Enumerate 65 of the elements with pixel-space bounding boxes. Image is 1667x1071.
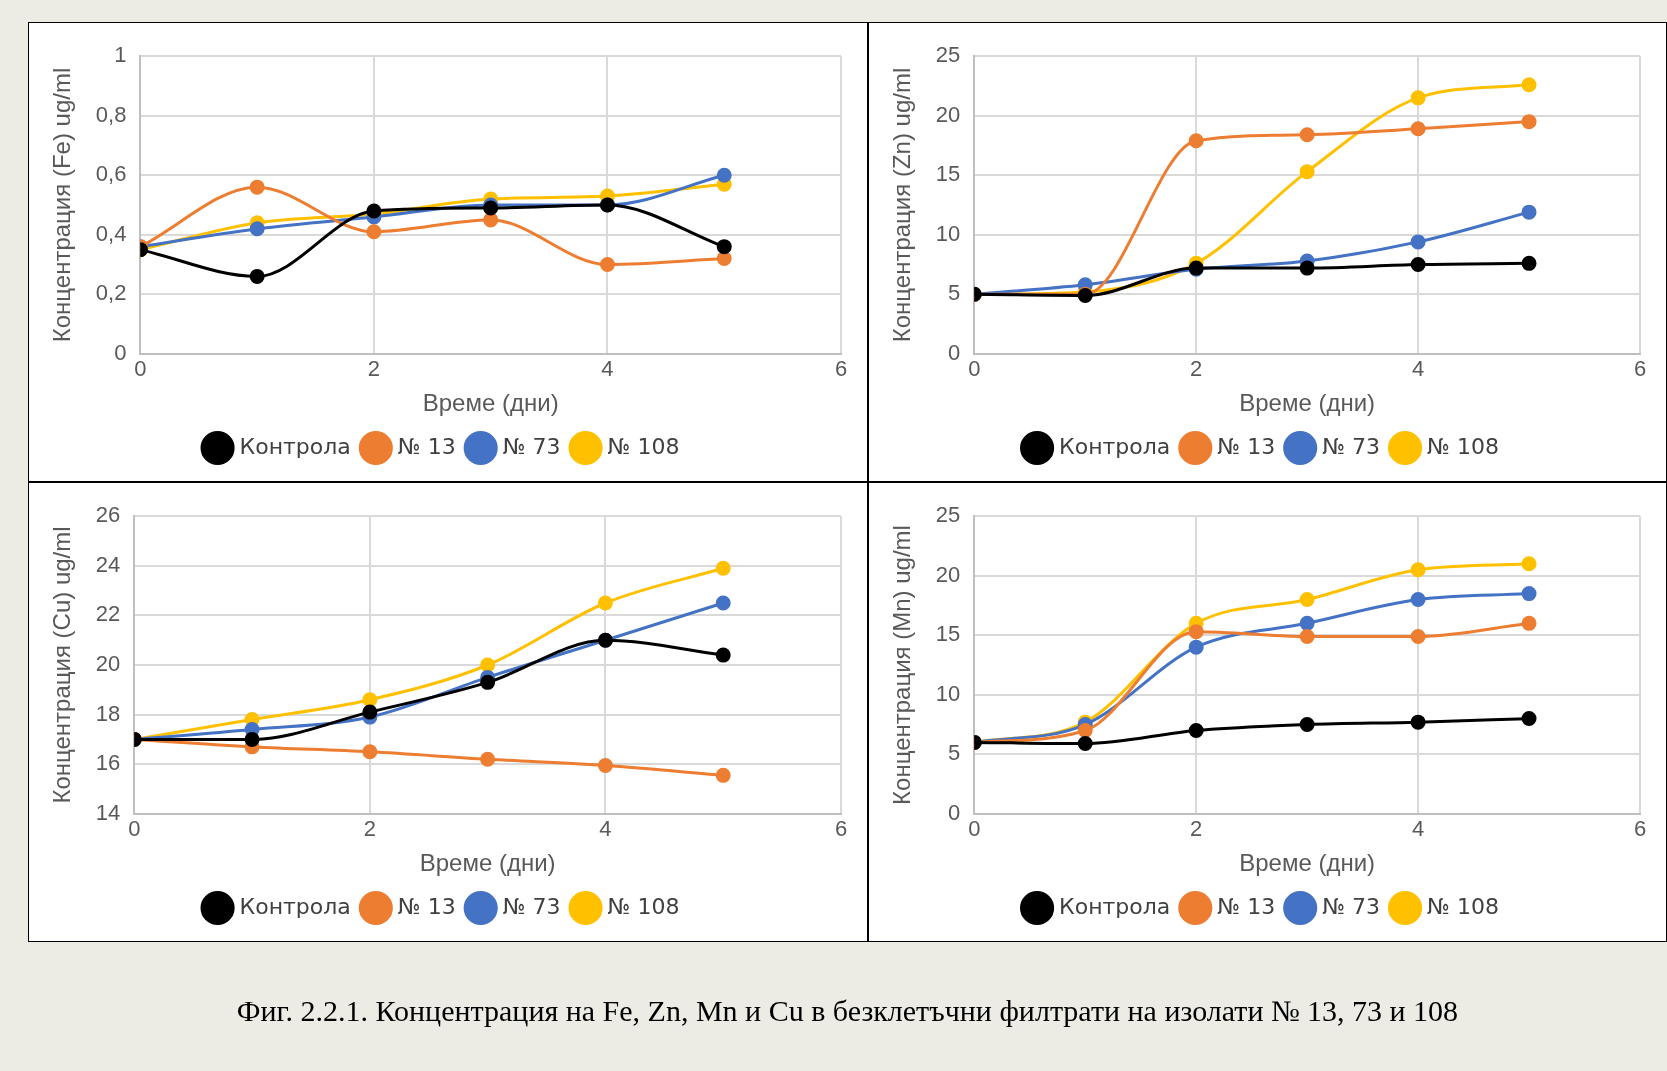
x-axis-title: Време (дни) (1239, 389, 1376, 417)
y-tick-label: 0,8 (95, 101, 127, 127)
y-tick-label: 18 (95, 700, 121, 726)
y-tick-label: 20 (935, 561, 961, 587)
legend-label: № 108 (607, 893, 680, 919)
legend-label: № 13 (1217, 433, 1276, 459)
y-tick-label: 0,4 (95, 220, 127, 246)
x-tick-label: 2 (363, 816, 376, 842)
x-tick-label: 6 (1633, 816, 1647, 842)
text: Фиг. 2.2.1. Концентрация на Fe, Zn, Mn и Cu в безклетъчни филтрати на изолати № 13, 73 и 108 (235, 994, 1460, 1027)
x-tick-label: 6 (834, 816, 848, 842)
legend-label: Контрола (239, 893, 351, 919)
y-axis-title: Концентрация (Fe) ug/ml (48, 67, 76, 343)
legend-label: № 108 (607, 433, 680, 459)
y-tick-label: 0 (114, 339, 127, 365)
x-axis-title: Време (дни) (419, 849, 556, 877)
x-tick-label: 2 (1190, 356, 1203, 382)
legend-label: № 13 (397, 433, 456, 459)
legend-label: Контрола (239, 433, 351, 459)
x-tick-label: 4 (1411, 356, 1425, 382)
y-tick-label: 5 (948, 740, 961, 766)
x-tick-label: 2 (367, 356, 381, 382)
y-tick-label: 0,6 (95, 161, 127, 187)
legend-label: № 13 (397, 893, 456, 919)
legend-label: № 73 (1322, 893, 1381, 919)
legend-label: № 73 (502, 893, 561, 919)
x-axis-title: Време (дни) (1239, 849, 1376, 877)
y-tick-label: 0 (948, 799, 961, 825)
legend-label: Контрола (1059, 433, 1171, 459)
y-tick-label: 0,2 (95, 280, 127, 306)
legend-label: № 108 (1427, 893, 1499, 919)
y-tick-label: 0 (948, 339, 961, 365)
legend-label: Контрола (1059, 893, 1171, 919)
x-tick-label: 6 (1633, 356, 1647, 382)
y-tick-label: 10 (935, 220, 961, 246)
x-tick-label: 2 (1190, 816, 1203, 842)
y-tick-label: 20 (935, 101, 961, 127)
y-tick-label: 1 (114, 42, 127, 68)
y-tick-label: 5 (948, 280, 961, 306)
y-tick-label: 20 (95, 651, 121, 677)
x-tick-label: 0 (134, 356, 147, 382)
y-axis-title: Концентрация (Mn) ug/ml (888, 525, 916, 805)
y-tick-label: 16 (95, 750, 121, 776)
legend-label: № 13 (1217, 893, 1276, 919)
x-tick-label: 0 (968, 816, 981, 842)
y-tick-label: 14 (95, 799, 121, 825)
legend-label: № 108 (1427, 433, 1499, 459)
x-tick-label: 0 (968, 356, 981, 382)
legend-label: № 73 (502, 433, 561, 459)
y-tick-label: 10 (935, 680, 961, 706)
y-axis-title: Концентрация (Zn) ug/ml (888, 67, 916, 343)
y-tick-label: 25 (935, 502, 961, 528)
legend-label: № 73 (1322, 433, 1381, 459)
x-tick-label: 4 (599, 816, 612, 842)
x-tick-label: 4 (1411, 816, 1425, 842)
x-tick-label: 6 (834, 356, 848, 382)
y-tick-label: 25 (935, 42, 961, 68)
y-tick-label: 22 (95, 601, 121, 627)
y-tick-label: 24 (95, 551, 121, 577)
y-tick-label: 15 (935, 161, 961, 187)
y-tick-label: 15 (935, 621, 961, 647)
x-tick-label: 4 (601, 356, 614, 382)
y-axis-title: Концентрация (Cu) ug/ml (48, 526, 76, 804)
x-axis-title: Време (дни) (422, 389, 559, 417)
y-tick-label: 26 (95, 502, 121, 528)
